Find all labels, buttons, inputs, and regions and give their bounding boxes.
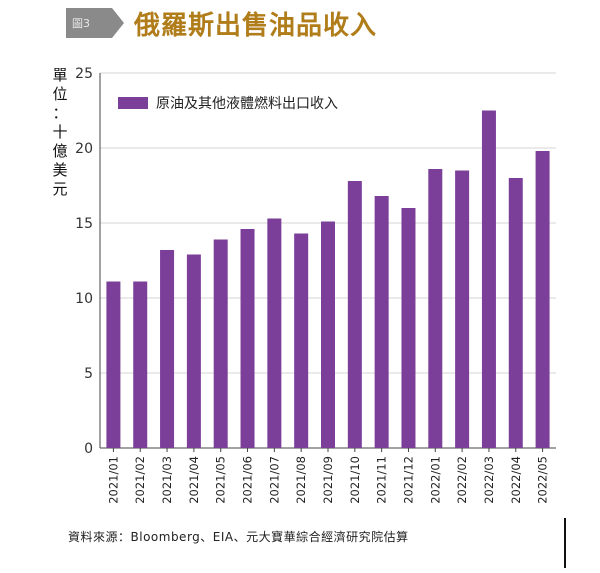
source-note: 資料來源：Bloomberg、EIA、元大寶華綜合經濟研究院估算: [68, 530, 409, 544]
y-axis-label-char: 億: [52, 142, 68, 160]
bar: [240, 229, 255, 448]
x-tick-label: 2021/01: [106, 456, 120, 504]
y-axis-label-char: ：: [52, 104, 68, 122]
bar: [401, 208, 416, 448]
y-axis-label-char: 十: [52, 123, 68, 141]
x-tick-label: 2021/03: [160, 456, 174, 504]
chart-title: 俄羅斯出售油品收入: [134, 10, 378, 41]
y-axis-label-char: 單: [52, 66, 68, 84]
x-tick-label: 2021/04: [187, 456, 201, 504]
x-tick-label: 2022/04: [509, 456, 523, 504]
bar: [535, 151, 550, 448]
y-axis-label-char: 位: [52, 85, 68, 103]
bar: [294, 233, 309, 448]
y-tick-label: 20: [75, 141, 93, 157]
figure-badge-label: 圖3: [72, 17, 90, 30]
bar: [428, 169, 443, 448]
bar: [213, 239, 228, 448]
x-tick-label: 2021/05: [214, 456, 228, 504]
x-tick-label: 2022/01: [428, 456, 442, 504]
y-tick-label: 0: [84, 441, 93, 457]
bar: [508, 178, 523, 448]
x-tick-label: 2021/10: [348, 456, 362, 504]
figure-badge: 圖3: [66, 8, 124, 38]
bar: [347, 181, 362, 448]
bar: [106, 281, 121, 448]
bar: [160, 250, 175, 448]
y-axis-label-char: 元: [52, 180, 68, 198]
x-tick-label: 2021/09: [321, 456, 335, 504]
x-tick-label: 2021/12: [401, 456, 415, 504]
y-tick-label: 5: [84, 366, 93, 382]
y-axis-label: 單位：十億美元: [50, 66, 70, 199]
x-tick-label: 2021/06: [241, 456, 255, 504]
x-tick-label: 2021/07: [267, 456, 281, 504]
x-tick-label: 2021/08: [294, 456, 308, 504]
x-tick-label: 2022/05: [536, 456, 550, 504]
y-tick-label: 10: [75, 291, 93, 307]
chart-header: 圖3 俄羅斯出售油品收入: [66, 4, 377, 42]
bar: [455, 170, 470, 448]
bar: [321, 221, 335, 448]
x-tick-label: 2021/02: [133, 456, 147, 504]
y-tick-label: 25: [75, 66, 93, 82]
legend-swatch: [118, 97, 148, 109]
x-tick-label: 2021/11: [375, 456, 389, 504]
y-tick-label: 15: [75, 216, 93, 232]
y-axis-label-char: 美: [52, 161, 68, 179]
bar: [186, 254, 201, 448]
bar: [267, 218, 282, 448]
text-cursor: [564, 518, 566, 568]
bar: [374, 196, 389, 448]
bar: [133, 281, 148, 448]
x-tick-label: 2022/02: [455, 456, 469, 504]
legend-label: 原油及其他液體燃料出口收入: [156, 95, 338, 112]
bar: [481, 110, 496, 448]
x-tick-label: 2022/03: [482, 456, 496, 504]
